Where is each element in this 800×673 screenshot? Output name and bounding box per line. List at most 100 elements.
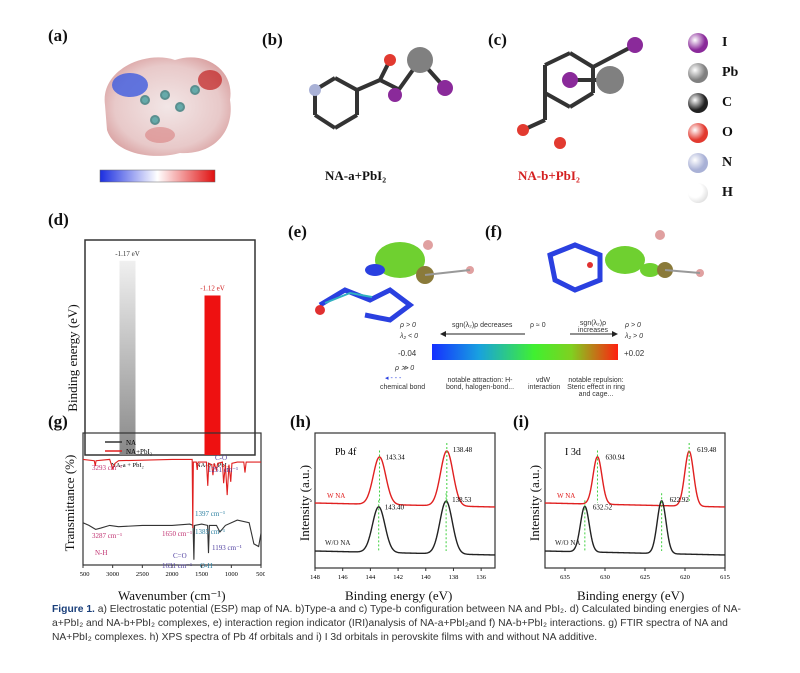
atom-legend-item-n: N: [688, 153, 732, 173]
g-xlabel: Wavenumber (cm⁻¹): [118, 588, 226, 603]
peak-label: 143.40: [385, 503, 405, 511]
figure-caption: Figure 1. a) Electrostatic potential (ES…: [52, 603, 762, 645]
atom-symbol: I: [722, 35, 728, 50]
iri-right-top: ρ > 0: [625, 322, 641, 329]
panel-label-b: (b): [262, 30, 283, 49]
ftir-annotation: C=O: [173, 552, 187, 560]
series-label: W/O NA: [555, 539, 580, 547]
peak-label: 138.53: [452, 496, 472, 504]
iri-arrows: [440, 331, 618, 337]
x-tick-label: 144: [366, 574, 377, 580]
x-tick-label: 625: [640, 574, 650, 580]
iri-max: +0.02: [624, 349, 645, 358]
atom-symbol: N: [722, 155, 733, 170]
esp-negative-region: [112, 73, 148, 97]
x-tick-label: 148: [310, 574, 320, 580]
iri-min: -0.04: [398, 349, 417, 358]
atom-c-icon: [688, 93, 708, 113]
iri-vdw: vdW interaction: [528, 377, 561, 391]
atom-symbol: O: [722, 125, 733, 140]
x-tick-label: 500: [256, 571, 265, 578]
x-tick-label: 2500: [136, 571, 149, 578]
panel-label-a: (a): [48, 26, 68, 45]
peak-label: 630.94: [605, 454, 625, 462]
x-tick-label: 136: [476, 574, 487, 580]
iri-repulsion: notable repulsion: Steric effect in ring…: [567, 377, 625, 398]
spectrum-title: I 3d: [565, 447, 581, 458]
atom-legend-item-o: O: [688, 123, 733, 143]
atom-legend-item-h: H: [688, 183, 733, 203]
peak-label: 143.34: [386, 454, 406, 462]
x-tick-label: 1500: [195, 571, 208, 578]
panel-label-h: (h): [290, 412, 311, 431]
series-line-w-na: [314, 450, 496, 508]
x-tick-label: 138: [449, 574, 459, 580]
peak-label: 138.48: [453, 446, 473, 454]
bar-2: [204, 295, 221, 455]
ftir-annotation: 1397 cm⁻¹: [195, 510, 225, 518]
ftir-annotation: 3293 cm⁻¹: [92, 464, 122, 472]
iri-mid-left: sgn(λ₂)ρ decreases: [452, 322, 513, 329]
bar-1: [119, 260, 136, 455]
d-ylabel: Binding energy (eV): [65, 304, 80, 412]
caption-na-b-pbi2: NA-b+PbI₂: [518, 168, 580, 183]
molecule-na-b-pbi2: [517, 37, 643, 149]
binding-energy-bar-chart: -1.17 eV NA-a + PbI₂ -1.12 eV NA-b + PbI₂: [84, 239, 256, 469]
x-tick-label: 630: [600, 574, 610, 580]
series-label: W NA: [327, 492, 345, 500]
atom-i-icon: [688, 33, 708, 53]
series-label: W/O NA: [325, 539, 350, 547]
series-line-w-na: [544, 450, 726, 508]
x-tick-label: NA-b + PbI₂: [196, 462, 229, 469]
panel-label-d: (d): [48, 210, 69, 229]
atom-h-icon: [688, 183, 708, 203]
caption-text: a) Electrostatic potential (ESP) map of …: [52, 604, 741, 643]
x-tick-label: 635: [560, 574, 570, 580]
legend-label: NA: [126, 439, 136, 447]
spectrum-title: Pb 4f: [335, 447, 357, 458]
ftir-annotation: O-H: [200, 562, 212, 570]
ftir-annotation: 1385 cm⁻¹: [195, 528, 225, 536]
iri-mid: ρ ≈ 0: [530, 322, 546, 329]
caption-na-a-pbi2: NA-a+PbI₂: [325, 168, 387, 183]
iri-chemical-bond: chemical bond: [380, 384, 426, 391]
x-tick-label: 620: [680, 574, 690, 580]
caption-title: Figure 1.: [52, 604, 95, 615]
iri-left-top: ρ > 0: [400, 322, 416, 329]
peak-label: 619.48: [697, 446, 717, 454]
x-tick-label: 2000: [166, 571, 179, 578]
series-label: W NA: [557, 492, 575, 500]
ftir-annotation: 1650 cm⁻¹: [162, 530, 192, 538]
panel-label-f: (f): [485, 222, 502, 241]
iri-mid-right: sgn(λ₂)ρ increases: [578, 320, 608, 334]
molecule-na-a-pbi2: [309, 47, 453, 130]
bar-data-label: -1.17 eV: [115, 250, 140, 258]
i-xlabel: Binding energy (eV): [577, 588, 685, 603]
panel-label-g: (g): [48, 412, 68, 431]
x-tick-label: 1000: [225, 571, 238, 578]
atom-n-icon: [688, 153, 708, 173]
x-tick-label: NA-a + PbI₂: [111, 462, 144, 469]
h-xlabel: Binding energy (eV): [345, 588, 453, 603]
ftir-annotation: 1631 cm⁻¹: [162, 562, 192, 570]
iri-right-bottom: λ₂ > 0: [625, 333, 643, 340]
iri-attraction: notable attraction: H-bond, halogen-bond…: [445, 377, 515, 391]
x-tick-label: 3500: [80, 571, 90, 578]
plot-frame: [544, 432, 726, 569]
atom-legend-item-i: I: [688, 33, 727, 53]
atom-pb-icon: [688, 63, 708, 83]
iri-isosurface-na-a: [315, 240, 474, 323]
iri-rho-big: ρ ≫ 0: [395, 365, 415, 372]
atom-symbol: H: [722, 185, 733, 200]
atom-legend-item-pb: Pb: [688, 63, 738, 83]
panel-label-i: (i): [513, 412, 530, 431]
legend-label: NA+PbI₂: [126, 448, 153, 456]
series-line-wo-na: [314, 500, 496, 556]
ftir-annotation: 1251 cm⁻¹: [208, 466, 238, 474]
esp-positive-region: [198, 70, 222, 90]
panel-label-c: (c): [488, 30, 507, 49]
esp-map: [99, 57, 231, 183]
xps-pb4f-chart: 148 146 144 142 140 138 136 Pb 4f 143.34 138.48 W …: [310, 432, 496, 580]
